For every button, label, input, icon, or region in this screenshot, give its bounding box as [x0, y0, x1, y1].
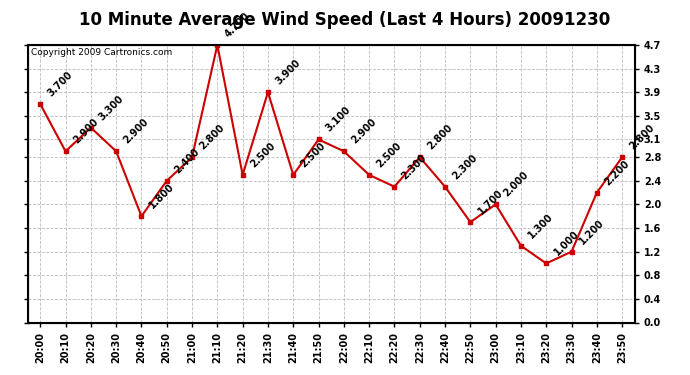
- Text: 1.700: 1.700: [476, 188, 504, 217]
- Text: 1.000: 1.000: [552, 229, 580, 258]
- Text: 2.900: 2.900: [121, 117, 150, 146]
- Text: 2.000: 2.000: [501, 170, 530, 199]
- Text: 3.300: 3.300: [97, 93, 125, 122]
- Text: 1.300: 1.300: [526, 211, 555, 240]
- Text: 2.200: 2.200: [602, 158, 631, 187]
- Text: 2.900: 2.900: [71, 117, 100, 146]
- Text: 3.100: 3.100: [324, 105, 353, 134]
- Text: 10 Minute Average Wind Speed (Last 4 Hours) 20091230: 10 Minute Average Wind Speed (Last 4 Hou…: [79, 11, 611, 29]
- Text: 2.800: 2.800: [628, 123, 657, 152]
- Text: 2.800: 2.800: [197, 123, 226, 152]
- Text: 2.300: 2.300: [400, 152, 428, 181]
- Text: 1.200: 1.200: [577, 217, 606, 246]
- Text: 3.900: 3.900: [273, 58, 302, 87]
- Text: 2.400: 2.400: [172, 146, 201, 175]
- Text: 2.500: 2.500: [375, 141, 404, 170]
- Text: 2.500: 2.500: [299, 141, 328, 170]
- Text: 2.800: 2.800: [425, 123, 454, 152]
- Text: 2.900: 2.900: [349, 117, 378, 146]
- Text: 3.700: 3.700: [46, 70, 75, 99]
- Text: 2.500: 2.500: [248, 141, 277, 170]
- Text: 1.800: 1.800: [147, 182, 176, 211]
- Text: 2.300: 2.300: [451, 152, 480, 181]
- Text: 4.700: 4.700: [223, 10, 252, 39]
- Text: Copyright 2009 Cartronics.com: Copyright 2009 Cartronics.com: [30, 48, 172, 57]
